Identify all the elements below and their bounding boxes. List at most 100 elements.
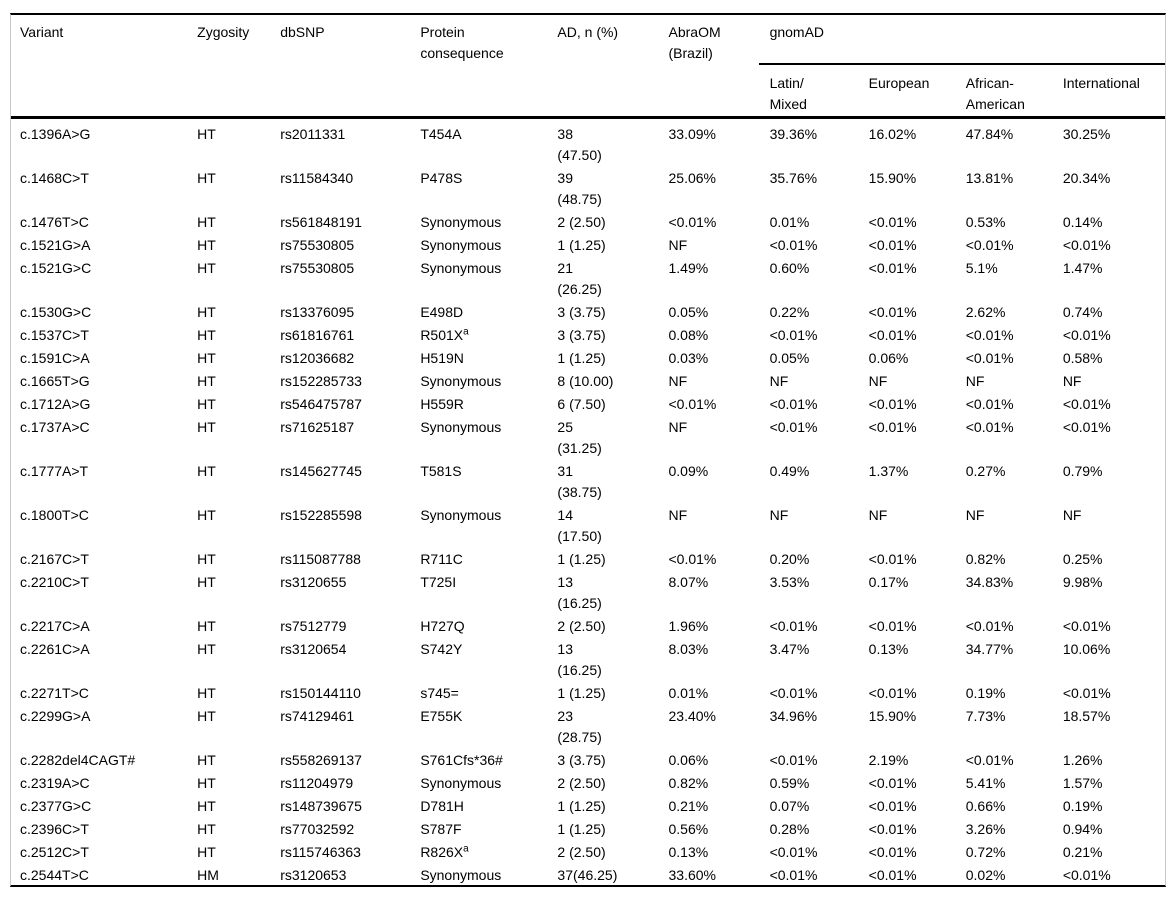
cell-international: 1.57% xyxy=(1062,775,1103,791)
cell-european: 1.37% xyxy=(868,463,909,479)
table-row: c.1665T>G HT rs152285733 Synonymous 8 (10.00… xyxy=(11,370,1165,393)
cell-variant: c.1537C>T xyxy=(20,327,89,343)
cell-variant: c.1476T>C xyxy=(20,214,89,230)
cell-protein: Synonymous xyxy=(409,864,546,885)
cell-protein: T581S xyxy=(409,460,546,504)
table-row: c.2261C>A HT rs3120654 S742Y 13 (16.25) 8.03%… xyxy=(11,638,1165,682)
cell-latin: <0.01% xyxy=(769,419,818,435)
cell-international: 0.21% xyxy=(1062,844,1103,860)
cell-zygosity: HT xyxy=(197,419,216,435)
cell-variant: c.2261C>A xyxy=(20,641,90,657)
cell-zygosity: HT xyxy=(197,551,216,567)
cell-latin: <0.01% xyxy=(769,618,818,634)
col-header-ad-n-pct: AD, n (%) xyxy=(546,15,658,119)
protein-text: R711C xyxy=(420,551,463,567)
table-row: c.1800T>C HT rs152285598 Synonymous 14 (17.5… xyxy=(11,504,1165,548)
col-header-abraom-brazil: AbraOM (Brazil) xyxy=(657,15,759,119)
cell-variant: c.1468C>T xyxy=(20,170,89,186)
cell-ad: 31 (38.75) xyxy=(557,463,602,500)
cell-variant: c.1777A>T xyxy=(20,463,89,479)
cell-latin: 0.07% xyxy=(769,798,810,814)
protein-text: R501X xyxy=(420,327,464,343)
cell-latin: 0.28% xyxy=(769,821,810,837)
cell-international: 30.25% xyxy=(1062,126,1111,142)
cell-international: 0.19% xyxy=(1062,798,1103,814)
cell-variant: c.1591C>A xyxy=(20,350,90,366)
cell-african: 0.27% xyxy=(965,463,1006,479)
cell-variant: c.2377G>C xyxy=(20,798,92,814)
cell-african: <0.01% xyxy=(965,396,1014,412)
cell-zygosity: HT xyxy=(197,618,216,634)
cell-dbsnp: rs558269137 xyxy=(280,752,362,768)
cell-variant: c.2271T>C xyxy=(20,685,89,701)
cell-dbsnp: rs11204979 xyxy=(280,775,354,791)
cell-ad: 1 (1.25) xyxy=(557,821,606,837)
cell-abraom: 0.08% xyxy=(668,327,709,343)
cell-african: 0.53% xyxy=(965,214,1006,230)
cell-variant: c.2217C>A xyxy=(20,618,90,634)
table-row: c.2217C>A HT rs7512779 H727Q 2 (2.50) 1.96% <0… xyxy=(11,615,1165,638)
table-row: c.1737A>C HT rs71625187 Synonymous 25 (31.25… xyxy=(11,416,1165,460)
cell-european: 0.13% xyxy=(868,641,909,657)
cell-abraom: NF xyxy=(668,507,688,523)
cell-zygosity: HT xyxy=(197,327,216,343)
cell-ad: 6 (7.50) xyxy=(557,396,606,412)
protein-text: H559R xyxy=(420,396,464,412)
cell-european: <0.01% xyxy=(868,685,917,701)
cell-protein: Synonymous xyxy=(409,257,546,301)
cell-dbsnp: rs75530805 xyxy=(280,237,355,253)
cell-zygosity: HT xyxy=(197,396,216,412)
cell-african: <0.01% xyxy=(965,752,1014,768)
col-header-variant: Variant xyxy=(11,15,187,119)
cell-ad: 3 (3.75) xyxy=(557,304,606,320)
cell-zygosity: HT xyxy=(197,574,216,590)
cell-european: <0.01% xyxy=(868,327,917,343)
cell-international: 10.06% xyxy=(1062,641,1111,657)
cell-ad: 2 (2.50) xyxy=(557,618,606,634)
cell-african: 34.77% xyxy=(965,641,1014,657)
variant-frequency-table-frame: Variant Zygosity dbSNP Protein consequen… xyxy=(10,13,1166,887)
cell-abraom: 8.03% xyxy=(668,641,709,657)
cell-ad: 23 (28.75) xyxy=(557,708,602,745)
cell-zygosity: HT xyxy=(197,685,216,701)
cell-african: <0.01% xyxy=(965,419,1014,435)
protein-text: Synonymous xyxy=(420,214,502,230)
cell-european: <0.01% xyxy=(868,867,917,883)
cell-european: <0.01% xyxy=(868,821,917,837)
cell-protein: S787F xyxy=(409,818,546,841)
cell-international: 20.34% xyxy=(1062,170,1111,186)
cell-dbsnp: rs3120654 xyxy=(280,641,347,657)
cell-variant: c.1665T>G xyxy=(20,373,90,389)
cell-african: 5.1% xyxy=(965,260,998,276)
cell-protein: D781H xyxy=(409,795,546,818)
cell-variant: c.2282del4CAGT# xyxy=(20,752,136,768)
cell-ad: 37(46.25) xyxy=(557,867,618,883)
protein-superscript: a xyxy=(463,326,469,338)
cell-variant: c.1737A>C xyxy=(20,419,90,435)
cell-ad: 3 (3.75) xyxy=(557,752,606,768)
cell-protein: s745= xyxy=(409,682,546,705)
table-row: c.1591C>A HT rs12036682 H519N 1 (1.25) 0.03% 0… xyxy=(11,347,1165,370)
cell-protein: S761Cfs*36# xyxy=(409,749,546,772)
protein-text: T581S xyxy=(420,463,462,479)
cell-european: NF xyxy=(868,507,888,523)
cell-african: 5.41% xyxy=(965,775,1006,791)
cell-international: <0.01% xyxy=(1062,396,1111,412)
cell-protein: Synonymous xyxy=(409,772,546,795)
cell-ad: 25 (31.25) xyxy=(557,419,602,456)
protein-text: H519N xyxy=(420,350,464,366)
cell-international: 0.58% xyxy=(1062,350,1103,366)
cell-latin: 0.22% xyxy=(769,304,810,320)
cell-international: <0.01% xyxy=(1062,419,1111,435)
cell-abraom: 0.56% xyxy=(668,821,709,837)
cell-zygosity: HM xyxy=(197,867,219,883)
table-row: c.2299G>A HT rs74129461 E755K 23 (28.75) 23.4… xyxy=(11,705,1165,749)
cell-latin: 0.60% xyxy=(769,260,810,276)
cell-zygosity: HT xyxy=(197,237,216,253)
cell-protein: H519N xyxy=(409,347,546,370)
cell-zygosity: HT xyxy=(197,463,216,479)
protein-text: Synonymous xyxy=(420,507,502,523)
cell-african: <0.01% xyxy=(965,237,1014,253)
cell-dbsnp: rs3120655 xyxy=(280,574,347,590)
